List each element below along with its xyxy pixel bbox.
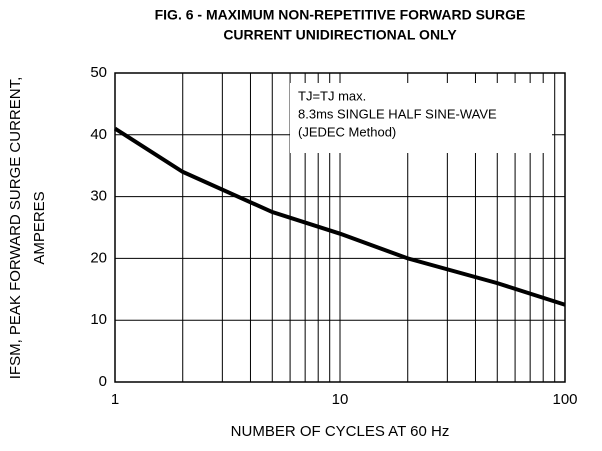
x-tick-label: 100 [552, 391, 577, 408]
x-axis-label: NUMBER OF CYCLES AT 60 Hz [231, 423, 450, 440]
data-line [113, 126, 566, 307]
annotation: TJ=TJ max. [298, 88, 366, 103]
plot-frame [114, 72, 566, 383]
y-tick-label: 50 [90, 64, 107, 81]
y-axis-label: AMPERES [31, 191, 48, 264]
y-tick-label: 0 [99, 373, 107, 390]
y-axis-label: IFSM, PEAK FORWARD SURGE CURRENT, [7, 77, 24, 380]
x-tick-label: 10 [332, 391, 349, 408]
y-tick-label: 10 [90, 311, 107, 328]
x-tick-label: 1 [111, 391, 119, 408]
annotation-box [290, 83, 552, 153]
chart-title: CURRENT UNIDIRECTIONAL ONLY [223, 27, 457, 43]
y-tick-label: 40 [90, 126, 107, 143]
y-tick-label: 30 [90, 188, 107, 205]
y-tick-label: 20 [90, 249, 107, 266]
chart-title: FIG. 6 - MAXIMUM NON-REPETITIVE FORWARD … [155, 7, 526, 23]
annotation: 8.3ms SINGLE HALF SINE-WAVE [298, 106, 497, 121]
annotation: (JEDEC Method) [298, 124, 396, 139]
